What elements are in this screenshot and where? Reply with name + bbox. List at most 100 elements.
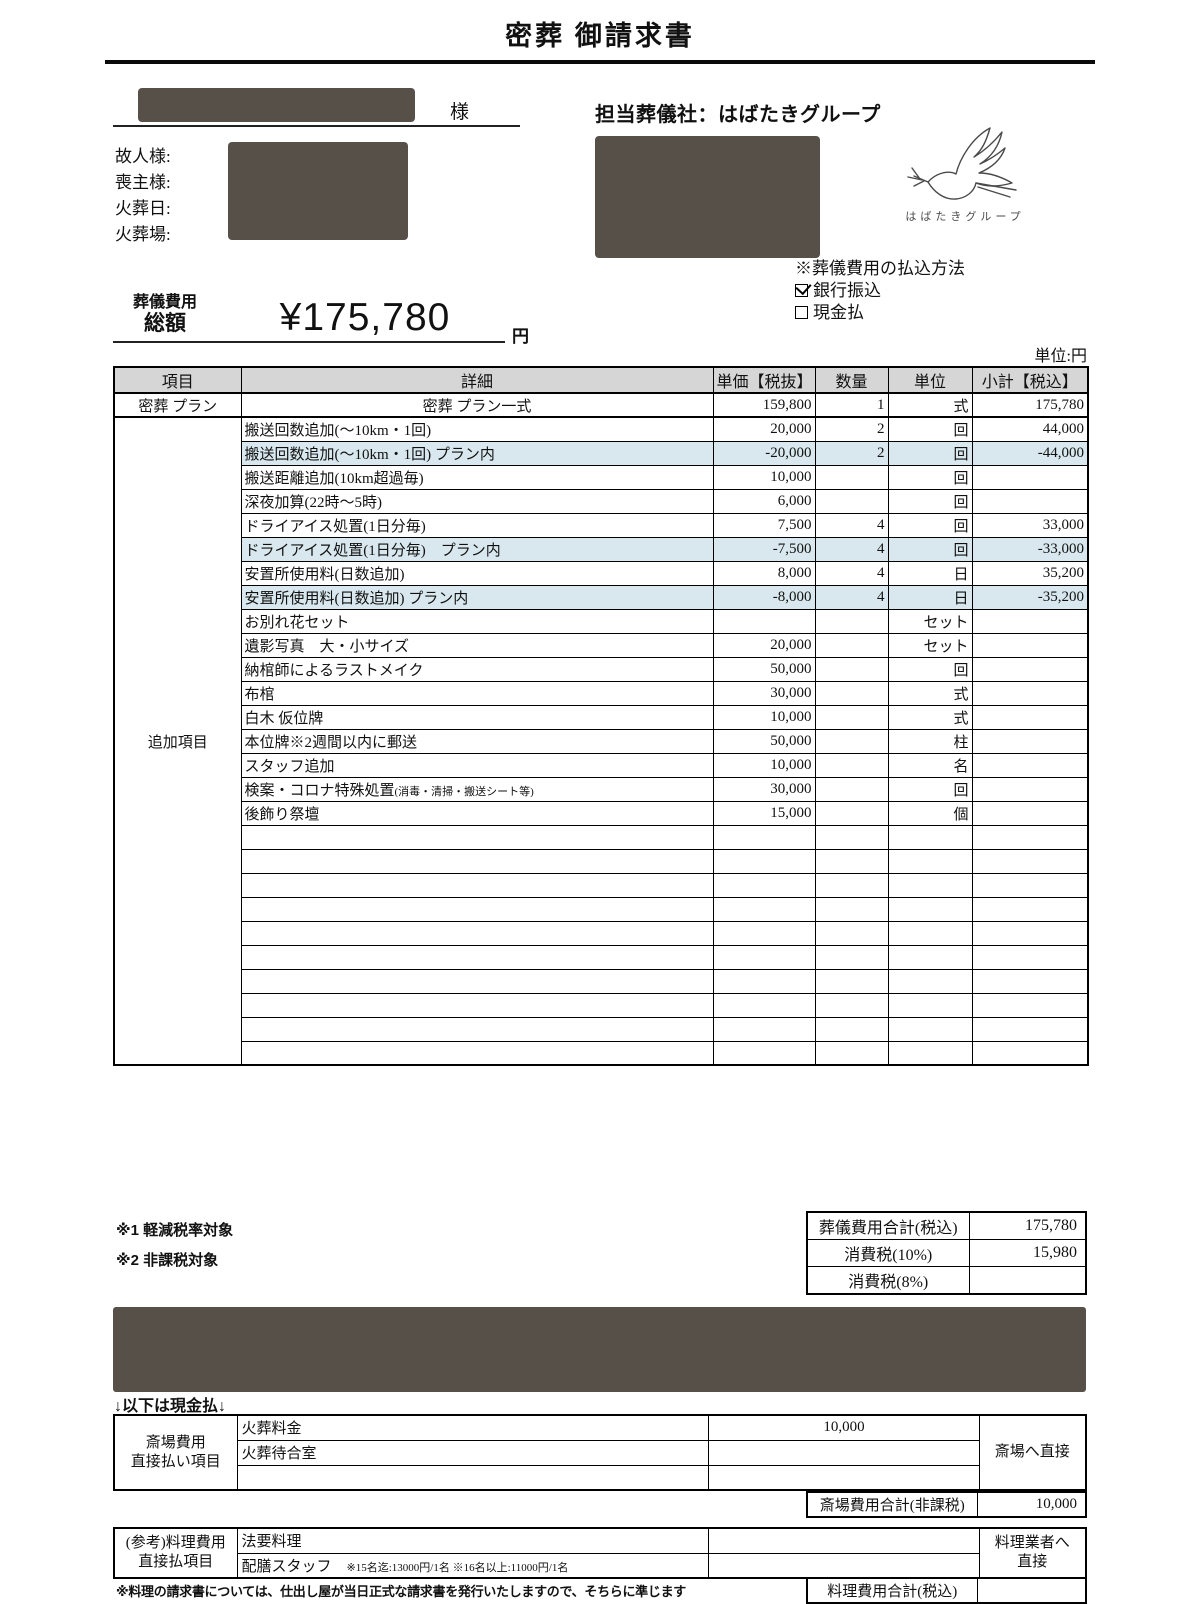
page-title: 密葬 御請求書 bbox=[505, 21, 695, 51]
empty-table-row bbox=[114, 992, 1089, 1018]
cell-qty bbox=[814, 752, 889, 778]
empty-table-row bbox=[114, 896, 1089, 922]
addon-section-label: 追加項目 bbox=[113, 416, 242, 1066]
empty-cell bbox=[814, 848, 889, 874]
empty-cell bbox=[240, 1016, 714, 1042]
empty-cell bbox=[712, 968, 816, 994]
invoice-table-header-row: 項目 詳細 単価【税抜】 数量 単位 小計【税込】 bbox=[113, 366, 1089, 394]
cell-qty: 4 bbox=[814, 512, 889, 538]
label-chief-mourner: 喪主様: bbox=[115, 173, 171, 192]
deceased-info-labels: 故人様: 喪主様: 火葬日: 火葬場: bbox=[115, 144, 171, 248]
cell-subtotal bbox=[971, 752, 1089, 778]
cell-qty: 2 bbox=[814, 416, 889, 442]
empty-cell bbox=[240, 944, 714, 970]
catering-fee-table: (参考)料理費用 直接払項目 法要料理 料理業者へ 直接 配膳スタッフ ※15名… bbox=[113, 1527, 1087, 1579]
cell-subtotal bbox=[971, 728, 1089, 754]
venue-row-2: 火葬待合室 bbox=[114, 1439, 1086, 1466]
cell-unit: 柱 bbox=[887, 728, 973, 754]
empty-table-row bbox=[114, 1040, 1089, 1066]
total-value: 175,780 bbox=[968, 1211, 1087, 1240]
cell-subtotal bbox=[971, 488, 1089, 514]
cell-detail: 火葬待合室 bbox=[236, 1439, 710, 1466]
cell-subtotal bbox=[971, 704, 1089, 730]
cell-unit: 回 bbox=[887, 512, 973, 538]
company-logo: はばたきグループ bbox=[885, 120, 1045, 224]
grand-total-unit: 円 bbox=[512, 327, 529, 346]
cell-unit: セット bbox=[887, 632, 973, 658]
tax-notes: ※1 軽減税率対象 ※2 非課税対象 bbox=[116, 1216, 233, 1276]
empty-cell bbox=[887, 872, 973, 898]
empty-cell bbox=[887, 944, 973, 970]
cell-subtotal bbox=[971, 680, 1089, 706]
grand-total-label: 葬儀費用 総額 bbox=[133, 294, 198, 336]
table-row: ドライアイス処置(1日分毎) プラン内 -7,500 4 回 -33,000 bbox=[114, 536, 1089, 562]
catering-total-box: 料理費用合計(税込) bbox=[806, 1577, 1087, 1604]
note-tax-exempt: ※2 非課税対象 bbox=[116, 1252, 219, 1269]
tax8-label: 消費税(8%) bbox=[806, 1266, 970, 1295]
invoice-table: 項目 詳細 単価【税抜】 数量 単位 小計【税込】 密葬 プラン 密葬 プラン一… bbox=[113, 366, 1089, 1066]
cell-detail: 搬送回数追加(～10km・1回) プラン内 bbox=[240, 440, 714, 466]
cell-detail bbox=[236, 1464, 710, 1491]
total-label: 葬儀費用合計(税込) bbox=[806, 1211, 970, 1240]
empty-cell bbox=[814, 968, 889, 994]
table-row: 搬送回数追加(～10km・1回) プラン内 -20,000 2 回 -44,000 bbox=[114, 440, 1089, 466]
table-row: 納棺師によるラストメイク 50,000 回 bbox=[114, 656, 1089, 682]
title-rule bbox=[105, 60, 1095, 64]
cell-qty: 4 bbox=[814, 560, 889, 586]
empty-cell bbox=[240, 896, 714, 922]
cell-amount bbox=[708, 1439, 980, 1466]
plan-row: 密葬 プラン 密葬 プラン一式 159,800 1 式 175,780 bbox=[113, 392, 1089, 418]
cell-unit-price: 6,000 bbox=[712, 488, 816, 514]
empty-cell bbox=[240, 848, 714, 874]
grand-total-amount: ¥175,780 bbox=[279, 296, 451, 339]
empty-cell bbox=[712, 848, 816, 874]
table-row: 安置所使用料(日数追加) プラン内 -8,000 4 日 -35,200 bbox=[114, 584, 1089, 610]
empty-cell bbox=[887, 824, 973, 850]
empty-cell bbox=[971, 920, 1089, 946]
empty-cell bbox=[240, 1040, 714, 1066]
cell-detail: 後飾り祭壇 bbox=[240, 800, 714, 826]
cell-unit: セット bbox=[887, 608, 973, 634]
label-cremation-date: 火葬日: bbox=[115, 199, 171, 218]
empty-cell bbox=[712, 1040, 816, 1066]
empty-cell bbox=[971, 896, 1089, 922]
table-row: 遺影写真 大・小サイズ 20,000 セット bbox=[114, 632, 1089, 658]
cell-unit: 回 bbox=[887, 464, 973, 490]
cell-unit: 回 bbox=[887, 536, 973, 562]
cell-subtotal bbox=[971, 632, 1089, 658]
cell-unit-price: -7,500 bbox=[712, 536, 816, 562]
customer-name-suffix: 様 bbox=[450, 102, 470, 123]
table-row: 追加項目 搬送回数追加(～10km・1回) 20,000 2 回 44,000 bbox=[113, 416, 1089, 1066]
cell-detail: お別れ花セット bbox=[240, 608, 714, 634]
table-row: ドライアイス処置(1日分毎) 7,500 4 回 33,000 bbox=[114, 512, 1089, 538]
cell-unit: 式 bbox=[887, 704, 973, 730]
table-row: 本位牌※2週間以内に郵送 50,000 柱 bbox=[114, 728, 1089, 754]
empty-table-row bbox=[114, 1016, 1089, 1042]
cell-subtotal: -35,200 bbox=[971, 584, 1089, 610]
empty-cell bbox=[887, 968, 973, 994]
empty-cell bbox=[712, 992, 816, 1018]
empty-cell bbox=[887, 848, 973, 874]
cell-qty bbox=[814, 632, 889, 658]
empty-table-row bbox=[114, 872, 1089, 898]
label-deceased: 故人様: bbox=[115, 147, 171, 166]
cell-subtotal: 35,200 bbox=[971, 560, 1089, 586]
cell-subtotal: 44,000 bbox=[971, 416, 1089, 442]
cell-detail: 配膳スタッフ ※15名迄:13000円/1名 ※16名以上:11000円/1名 bbox=[236, 1552, 710, 1579]
grand-total-underline bbox=[113, 341, 505, 343]
empty-table-row bbox=[114, 920, 1089, 946]
customer-name-redaction bbox=[138, 88, 415, 122]
empty-cell bbox=[814, 920, 889, 946]
tax8-value bbox=[968, 1266, 1087, 1295]
venue-total-row: 斎場費用合計(非課税) 10,000 bbox=[806, 1491, 1087, 1518]
cell-plan-unit-price: 159,800 bbox=[712, 392, 816, 418]
catering-total-row: 料理費用合計(税込) bbox=[806, 1577, 1087, 1604]
cash-payment-checkbox-icon bbox=[795, 306, 808, 319]
col-header-qty: 数量 bbox=[814, 366, 889, 394]
cell-unit: 日 bbox=[887, 560, 973, 586]
col-header-subtotal: 小計【税込】 bbox=[971, 366, 1089, 394]
cell-unit: 回 bbox=[887, 656, 973, 682]
dove-icon bbox=[907, 127, 1017, 200]
cell-detail: 法要料理 bbox=[236, 1527, 710, 1554]
table-row: 布棺 30,000 式 bbox=[114, 680, 1089, 706]
